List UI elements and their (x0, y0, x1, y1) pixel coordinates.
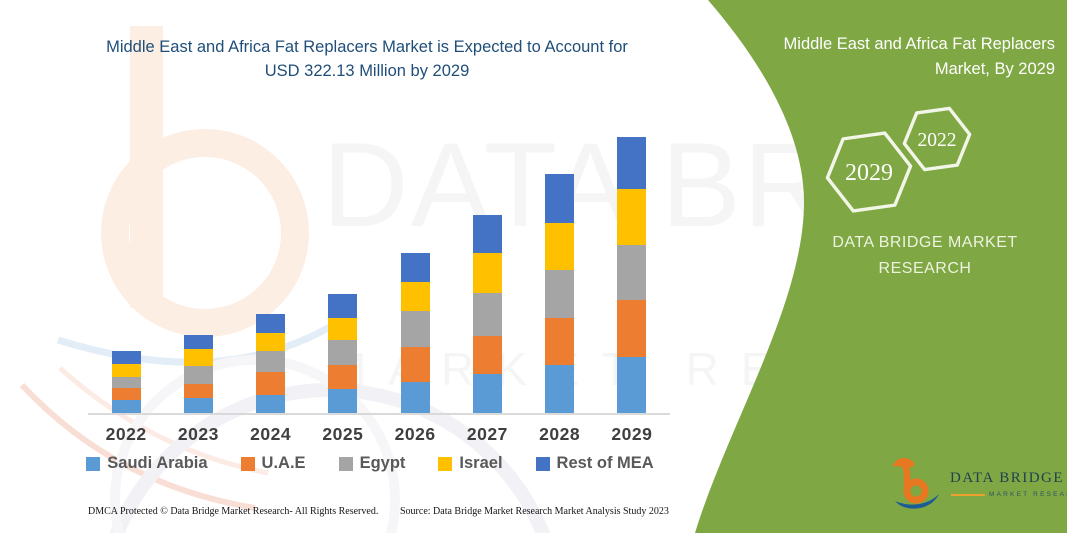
legend-label: Saudi Arabia (107, 454, 208, 472)
decor-pink-arc (19, 382, 256, 511)
bar-segment-egypt (183, 366, 213, 384)
legend-swatch-icon (86, 456, 101, 471)
legend-swatch-icon (535, 456, 550, 471)
legend-swatch-icon (240, 456, 255, 471)
watermark-b-logo-ring (101, 129, 309, 337)
logo-tagline-rule (951, 493, 985, 496)
bar-segment-egypt (617, 245, 647, 300)
bar-segment-israel (617, 189, 647, 245)
hexagon-2029-icon (825, 131, 913, 213)
brand-wordmark: DATA BRIDGE MARKET RESEARCH (832, 234, 1018, 277)
x-axis-line (88, 413, 670, 415)
bar-2029 (617, 137, 647, 413)
bar-segment-saudi-arabia (472, 374, 502, 413)
legend-item-israel: Israel (438, 454, 503, 473)
bar-segment-rest-of-mea (256, 314, 286, 333)
bar-segment-u-a-e (183, 384, 213, 398)
logo-name: DATA BRIDGE (950, 470, 1065, 486)
bar-segment-rest-of-mea (328, 294, 358, 318)
bar-segment-saudi-arabia (328, 389, 358, 413)
bar-segment-saudi-arabia (183, 398, 213, 413)
legend-item-u-a-e: U.A.E (240, 454, 306, 473)
bar-segment-u-a-e (256, 372, 286, 395)
x-axis-label-2025: 2025 (322, 424, 364, 444)
legend-swatch-icon (438, 456, 453, 471)
bar-segment-israel (545, 223, 575, 270)
bar-segment-egypt (111, 377, 141, 388)
bar-segment-israel (472, 253, 502, 293)
bar-segment-egypt (400, 311, 430, 347)
bar-segment-israel (400, 282, 430, 311)
bar-segment-rest-of-mea (617, 137, 647, 189)
hexagon-2022-icon (902, 106, 972, 172)
legend-item-rest-of-mea: Rest of MEA (535, 454, 654, 473)
bar-segment-egypt (256, 351, 286, 372)
bar-segment-egypt (328, 340, 358, 365)
hexagon-2022-label: 2022 (918, 130, 957, 151)
bar-2025 (328, 294, 358, 413)
bar-segment-israel (111, 364, 141, 377)
bar-segment-saudi-arabia (545, 365, 575, 413)
bar-segment-saudi-arabia (111, 400, 141, 413)
bar-segment-saudi-arabia (256, 395, 286, 413)
decor-pink-arc-2 (58, 366, 269, 476)
data-bridge-logo: DATA BRIDGE MARKET RESEARCH (893, 456, 1067, 516)
bar-segment-rest-of-mea (400, 253, 430, 282)
bar-2027 (472, 215, 502, 413)
bar-plot (90, 130, 668, 414)
bar-segment-u-a-e (472, 336, 502, 374)
legend-swatch-icon (338, 456, 353, 471)
bar-segment-u-a-e (328, 365, 358, 389)
x-axis-label-2024: 2024 (250, 424, 292, 444)
green-panel-shape (695, 0, 1067, 533)
bar-segment-saudi-arabia (400, 382, 430, 413)
logo-tagline: MARKET RESEARCH (951, 491, 1067, 498)
bar-segment-israel (256, 333, 286, 351)
bar-segment-u-a-e (400, 347, 430, 382)
bar-segment-rest-of-mea (183, 335, 213, 349)
hexagon-2029-label: 2029 (845, 160, 893, 186)
x-axis-label-2029: 2029 (611, 424, 653, 444)
decor-gray-circle-2 (110, 355, 400, 533)
bar-segment-u-a-e (617, 300, 647, 357)
legend-label: Egypt (359, 454, 406, 472)
legend-item-egypt: Egypt (338, 454, 406, 473)
legend-label: U.A.E (261, 454, 306, 472)
x-axis-label-2022: 2022 (105, 424, 147, 444)
bar-segment-saudi-arabia (617, 357, 647, 413)
bar-segment-egypt (472, 293, 502, 336)
x-axis-labels: 2022 2023 2024 2025 2026 2027 2028 2029 (90, 424, 668, 445)
bar-segment-rest-of-mea (111, 351, 141, 364)
chart-title: Middle East and Africa Fat Replacers Mar… (106, 38, 628, 80)
bar-segment-u-a-e (545, 318, 575, 365)
bar-segment-u-a-e (111, 388, 141, 400)
bar-segment-israel (328, 318, 358, 340)
x-axis-label-2028: 2028 (539, 424, 581, 444)
chart-legend: Saudi Arabia U.A.E Egypt Israel Rest of MEA (60, 454, 680, 473)
bar-segment-israel (183, 349, 213, 366)
bar-segment-rest-of-mea (545, 174, 575, 223)
data-bridge-logo-icon (893, 458, 939, 509)
bar-2026 (400, 253, 430, 413)
side-panel-title: Middle East and Africa Fat Replacers Mar… (783, 35, 1055, 78)
x-axis-label-2023: 2023 (177, 424, 219, 444)
x-axis-label-2026: 2026 (394, 424, 436, 444)
bar-2023 (183, 335, 213, 413)
footer-copyright: DMCA Protected © Data Bridge Market Rese… (88, 506, 379, 517)
logo-tagline-text: MARKET RESEARCH (989, 491, 1067, 498)
bar-2028 (545, 174, 575, 413)
x-axis-label-2027: 2027 (466, 424, 508, 444)
bar-2024 (256, 314, 286, 413)
footer-source: Source: Data Bridge Market Research Mark… (400, 506, 669, 517)
legend-label: Israel (459, 454, 503, 472)
bar-2022 (111, 351, 141, 413)
bar-segment-egypt (545, 270, 575, 318)
legend-item-saudi-arabia: Saudi Arabia (86, 454, 208, 473)
legend-label: Rest of MEA (556, 454, 654, 472)
bar-segment-rest-of-mea (472, 215, 502, 253)
